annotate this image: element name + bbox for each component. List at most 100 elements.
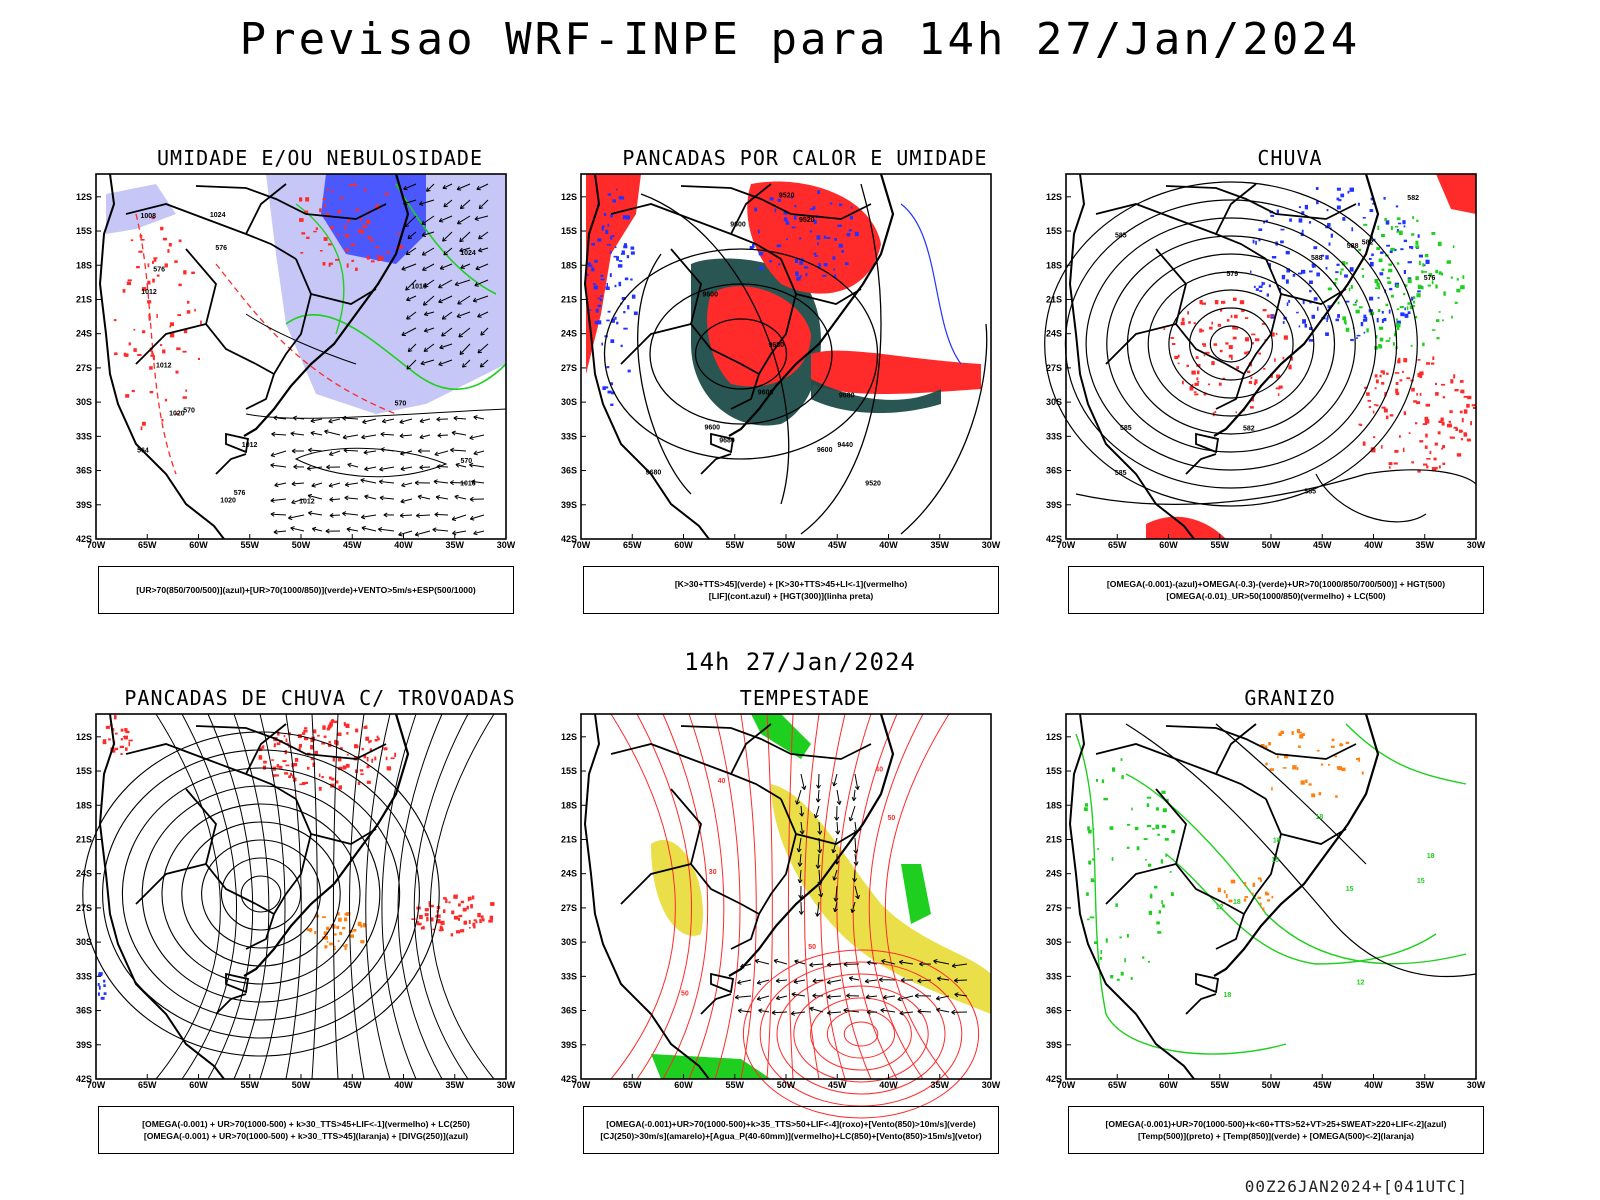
wind-vector [866, 960, 871, 966]
wind-vector [458, 333, 463, 338]
streamline-850 [836, 713, 872, 1080]
temp-850-contour [1110, 975, 1114, 979]
lat-label: 42S [76, 534, 92, 544]
thunder-red-mark [458, 917, 460, 921]
panel-title: GRANIZO [1244, 686, 1336, 710]
lat-label: 27S [561, 903, 577, 913]
lif-mark [607, 193, 612, 196]
wind-vector [380, 447, 385, 453]
red-contour-mark [169, 325, 172, 328]
thunder-orange-mark [337, 912, 340, 916]
wind-vector [878, 977, 883, 983]
lif-mark [618, 281, 622, 287]
red-contour-mark [197, 357, 200, 360]
contour-label: 1012 [242, 442, 258, 449]
contour-label: 9600 [705, 424, 721, 431]
row-label: 14h 27/Jan/2024 [684, 648, 916, 676]
country-border [1280, 288, 1347, 305]
lon-label: 55W [725, 540, 744, 550]
map-chuva: 58557957658258558858858558558258212S15S1… [1044, 173, 1486, 550]
coastline-east [243, 173, 410, 437]
map-background [1066, 174, 1476, 539]
lif-mark [783, 211, 788, 215]
wind-vector [853, 849, 859, 854]
rh-red-mark [1362, 441, 1366, 446]
temp-500-contour [1125, 723, 1477, 978]
wind-vector [311, 482, 316, 488]
wind-vector [815, 864, 821, 869]
lif-mark [626, 215, 630, 220]
thunder-red-mark [318, 786, 322, 791]
lon-label: 30W [1467, 540, 1486, 550]
red-contour-mark [147, 263, 150, 268]
wind-vector [899, 1010, 904, 1016]
country-border [273, 258, 312, 375]
lon-label: 35W [1415, 1080, 1434, 1090]
streamline-850 [843, 1021, 879, 1047]
thunder-red-mark [331, 719, 334, 723]
lif-mark [627, 305, 630, 310]
thunder-red-mark [458, 914, 463, 918]
wind-vector [833, 907, 838, 913]
country-border [620, 863, 692, 905]
rh-red-mark [1261, 323, 1266, 325]
thunder-red-mark [322, 725, 326, 730]
thunder-red-mark [293, 763, 298, 767]
lif-mark [626, 255, 630, 259]
lif-mark [809, 230, 812, 233]
temp-850-contour [1161, 900, 1163, 905]
lif-mark [610, 403, 614, 406]
red-contour-mark [142, 421, 146, 426]
lif-mark [621, 297, 626, 300]
wind-vector [791, 993, 806, 997]
thunder-red-mark [278, 765, 283, 769]
lif-mark [621, 250, 625, 254]
temp-850-contour [1090, 878, 1094, 883]
rh-red-mark [1466, 403, 1470, 408]
omega-green-mark [1438, 311, 1441, 313]
wind-vector [827, 963, 842, 966]
wind-vector [270, 513, 287, 516]
rh-red-mark [1441, 383, 1446, 386]
red-contour-mark [169, 322, 174, 327]
thunder-red-mark [366, 757, 369, 762]
coastline-east [728, 173, 895, 437]
lif-mark [793, 215, 797, 220]
omega-500-mark [1355, 758, 1359, 760]
lif-mark [774, 208, 777, 213]
omega-green-mark [1385, 340, 1390, 342]
lat-label: 18S [561, 260, 577, 270]
rh-red-mark [1419, 393, 1422, 396]
wind-vector [827, 962, 832, 968]
omega-blue-mark [1265, 219, 1268, 223]
omega-blue-mark [1336, 205, 1341, 210]
contour-label: 585 [1304, 489, 1316, 496]
rh-red-mark [1423, 463, 1428, 466]
lif-mark [607, 390, 612, 394]
wind-vector [270, 498, 287, 502]
rh-red-mark [1395, 382, 1399, 385]
legend-pancadas-calor: [K>30+TTS>45](verde) + [K>30+TTS>45+LI<-… [583, 566, 999, 614]
wind-vector [456, 186, 462, 191]
omega-green-mark [1395, 226, 1399, 228]
thunder-red-mark [428, 901, 431, 904]
rh-red-mark [1424, 416, 1429, 421]
lif-mark [826, 237, 831, 239]
red-contour-mark [147, 280, 151, 285]
thunder-red-mark [417, 922, 422, 926]
lat-label: 18S [1046, 800, 1062, 810]
thunder-red-mark [124, 728, 128, 732]
temp-850-contour [1096, 779, 1099, 782]
thunder-red-mark [424, 913, 429, 917]
wind-vector [797, 862, 803, 867]
wind-vector [799, 830, 805, 835]
rh-red-mark [1399, 379, 1403, 382]
thunder-orange-mark [333, 948, 336, 951]
red-contour-mark [300, 252, 304, 254]
lon-label: 40W [879, 540, 898, 550]
rh-red-mark [1191, 370, 1196, 375]
red-contour-mark [335, 258, 340, 261]
omega-green-mark [1435, 284, 1438, 289]
wind-vector [382, 418, 395, 423]
wind-vector [421, 232, 427, 238]
